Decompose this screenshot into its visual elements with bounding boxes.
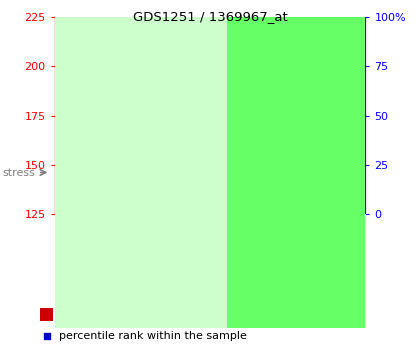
Point <box>241 46 248 51</box>
Bar <box>305 212 322 345</box>
FancyBboxPatch shape <box>193 214 227 264</box>
Bar <box>63 68 81 345</box>
FancyBboxPatch shape <box>158 214 193 264</box>
Bar <box>339 192 357 345</box>
Text: GSM45186: GSM45186 <box>102 214 111 264</box>
Text: GSM45190: GSM45190 <box>275 214 284 264</box>
Bar <box>236 108 253 345</box>
Text: GSM45192: GSM45192 <box>344 214 353 264</box>
Point <box>207 46 213 51</box>
Text: GSM45187: GSM45187 <box>136 214 145 264</box>
Text: GSM45189: GSM45189 <box>171 214 180 264</box>
Text: GSM45184: GSM45184 <box>67 214 76 264</box>
Text: count: count <box>59 310 90 320</box>
Bar <box>132 41 150 345</box>
Text: GSM45191: GSM45191 <box>309 214 318 264</box>
Text: acute hypotension: acute hypotension <box>241 166 351 179</box>
Bar <box>98 47 115 345</box>
Point <box>43 333 50 339</box>
Point <box>276 36 282 42</box>
FancyBboxPatch shape <box>89 214 123 264</box>
Bar <box>270 27 288 345</box>
Text: GDS1251 / 1369967_at: GDS1251 / 1369967_at <box>133 10 287 23</box>
FancyBboxPatch shape <box>262 214 297 264</box>
Point <box>103 36 110 42</box>
Text: GSM45188: GSM45188 <box>240 214 249 264</box>
Point <box>172 36 179 42</box>
FancyBboxPatch shape <box>55 214 89 264</box>
Text: stress: stress <box>2 168 35 177</box>
FancyBboxPatch shape <box>297 214 331 264</box>
Point <box>310 60 317 65</box>
Bar <box>201 124 219 345</box>
Bar <box>167 47 184 345</box>
Point <box>68 38 75 43</box>
Point <box>138 36 144 42</box>
FancyBboxPatch shape <box>123 214 158 264</box>
Text: control: control <box>121 166 161 179</box>
FancyBboxPatch shape <box>227 214 262 264</box>
FancyBboxPatch shape <box>331 214 365 264</box>
Point <box>345 56 352 61</box>
Text: percentile rank within the sample: percentile rank within the sample <box>59 331 247 341</box>
Bar <box>40 308 53 321</box>
Text: GSM45193: GSM45193 <box>205 214 215 264</box>
